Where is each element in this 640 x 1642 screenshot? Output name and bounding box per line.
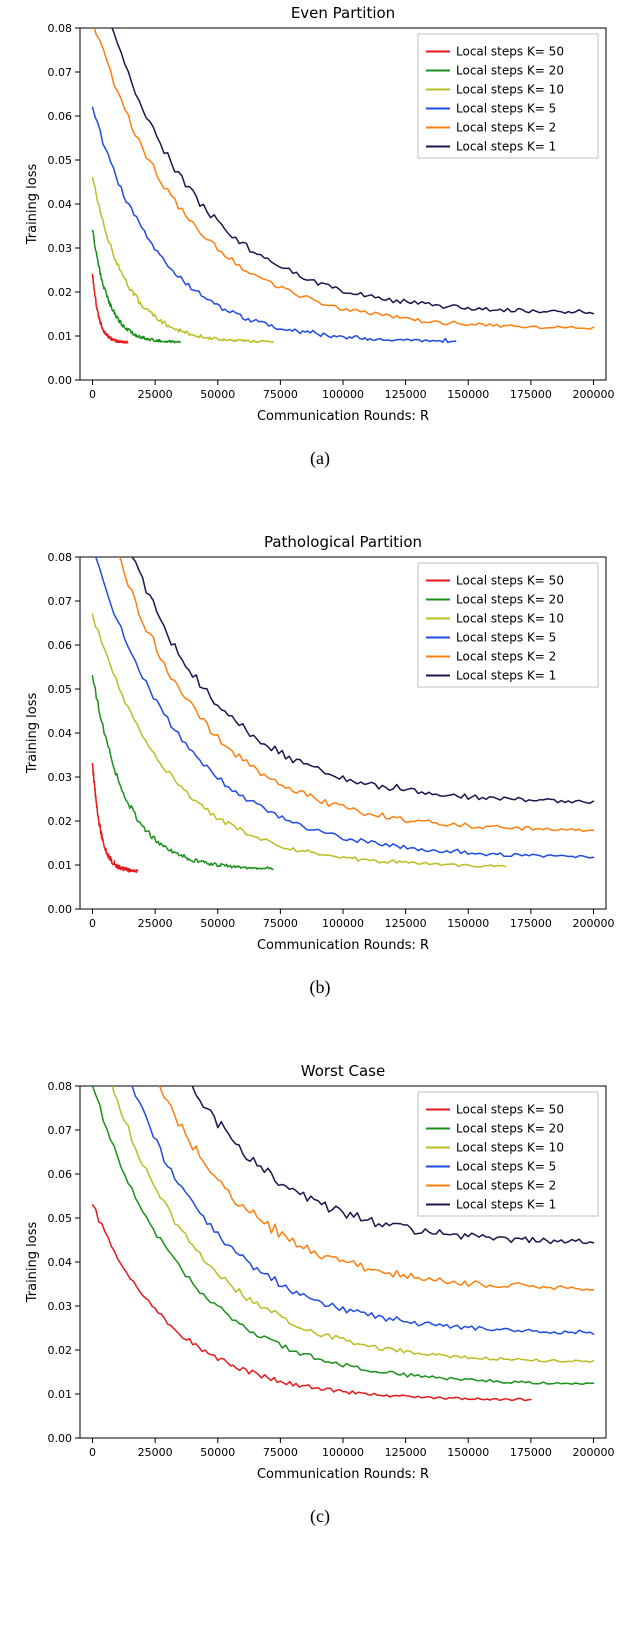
svg-text:Local steps K= 2: Local steps K= 2 bbox=[456, 1179, 556, 1193]
svg-text:0.04: 0.04 bbox=[48, 1256, 73, 1269]
svg-text:Communication Rounds: R: Communication Rounds: R bbox=[257, 938, 429, 953]
svg-text:Worst Case: Worst Case bbox=[301, 1062, 385, 1080]
svg-text:125000: 125000 bbox=[385, 1446, 427, 1459]
svg-text:Local steps K= 50: Local steps K= 50 bbox=[456, 45, 564, 59]
svg-text:0.02: 0.02 bbox=[48, 1344, 73, 1357]
svg-text:125000: 125000 bbox=[385, 917, 427, 930]
svg-text:50000: 50000 bbox=[200, 388, 235, 401]
svg-text:0.07: 0.07 bbox=[48, 1124, 73, 1137]
svg-text:0.00: 0.00 bbox=[48, 903, 73, 916]
panel-b-wrap: 0 25000 50000 75000 100000 125000 150000 175000… bbox=[0, 529, 640, 1058]
svg-text:25000: 25000 bbox=[138, 388, 173, 401]
svg-text:Local steps K= 1: Local steps K= 1 bbox=[456, 1198, 556, 1212]
svg-text:0.03: 0.03 bbox=[48, 1300, 73, 1313]
svg-text:0.04: 0.04 bbox=[48, 727, 73, 740]
svg-text:Local steps K= 20: Local steps K= 20 bbox=[456, 593, 564, 607]
svg-text:Local steps K= 5: Local steps K= 5 bbox=[456, 1160, 556, 1174]
svg-text:0.04: 0.04 bbox=[48, 198, 73, 211]
svg-text:Local steps K= 2: Local steps K= 2 bbox=[456, 650, 556, 664]
svg-text:0: 0 bbox=[89, 388, 96, 401]
svg-text:Local steps K= 20: Local steps K= 20 bbox=[456, 64, 564, 78]
svg-text:Local steps K= 10: Local steps K= 10 bbox=[456, 83, 564, 97]
svg-text:Communication Rounds: R: Communication Rounds: R bbox=[257, 1467, 429, 1482]
svg-text:100000: 100000 bbox=[322, 1446, 364, 1459]
svg-text:0.01: 0.01 bbox=[48, 330, 73, 343]
svg-text:175000: 175000 bbox=[510, 917, 552, 930]
svg-text:175000: 175000 bbox=[510, 1446, 552, 1459]
svg-text:0.00: 0.00 bbox=[48, 1432, 73, 1445]
svg-text:175000: 175000 bbox=[510, 388, 552, 401]
svg-text:0.05: 0.05 bbox=[48, 683, 73, 696]
svg-text:Training loss: Training loss bbox=[25, 164, 40, 246]
svg-text:150000: 150000 bbox=[447, 917, 489, 930]
svg-text:0.05: 0.05 bbox=[48, 154, 73, 167]
figure-grid: { "figure": { "width_px": 640, "height_p… bbox=[0, 0, 640, 1587]
svg-text:Local steps K= 5: Local steps K= 5 bbox=[456, 102, 556, 116]
svg-text:Local steps K= 50: Local steps K= 50 bbox=[456, 1103, 564, 1117]
caption-b: (b) bbox=[0, 959, 640, 998]
svg-text:150000: 150000 bbox=[447, 1446, 489, 1459]
svg-text:0.01: 0.01 bbox=[48, 859, 73, 872]
svg-text:Local steps K= 10: Local steps K= 10 bbox=[456, 612, 564, 626]
svg-text:Even Partition: Even Partition bbox=[291, 4, 395, 22]
svg-text:200000: 200000 bbox=[572, 917, 614, 930]
svg-text:0.06: 0.06 bbox=[48, 110, 73, 123]
svg-text:Local steps K= 5: Local steps K= 5 bbox=[456, 631, 556, 645]
svg-text:Communication Rounds: R: Communication Rounds: R bbox=[257, 409, 429, 424]
svg-text:0.06: 0.06 bbox=[48, 639, 73, 652]
svg-text:0: 0 bbox=[89, 1446, 96, 1459]
panel-a-wrap: 0 25000 50000 75000 100000 125000 150000 175000… bbox=[0, 0, 640, 529]
caption-a: (a) bbox=[0, 430, 640, 469]
svg-text:Local steps K= 50: Local steps K= 50 bbox=[456, 574, 564, 588]
svg-text:100000: 100000 bbox=[322, 388, 364, 401]
svg-text:Training loss: Training loss bbox=[25, 693, 40, 775]
svg-text:0.03: 0.03 bbox=[48, 771, 73, 784]
chart-even-partition: 0 25000 50000 75000 100000 125000 150000 175000… bbox=[20, 0, 620, 430]
svg-text:25000: 25000 bbox=[138, 1446, 173, 1459]
svg-text:0.08: 0.08 bbox=[48, 551, 73, 564]
chart-pathological-partition: 0 25000 50000 75000 100000 125000 150000 175000… bbox=[20, 529, 620, 959]
svg-text:0.08: 0.08 bbox=[48, 1080, 73, 1093]
svg-text:0.07: 0.07 bbox=[48, 595, 73, 608]
svg-text:0: 0 bbox=[89, 917, 96, 930]
svg-text:Local steps K= 20: Local steps K= 20 bbox=[456, 1122, 564, 1136]
svg-text:0.03: 0.03 bbox=[48, 242, 73, 255]
svg-text:0.01: 0.01 bbox=[48, 1388, 73, 1401]
svg-text:25000: 25000 bbox=[138, 917, 173, 930]
svg-text:75000: 75000 bbox=[263, 388, 298, 401]
svg-text:150000: 150000 bbox=[447, 388, 489, 401]
svg-text:Local steps K= 10: Local steps K= 10 bbox=[456, 1141, 564, 1155]
svg-text:125000: 125000 bbox=[385, 388, 427, 401]
svg-text:0.07: 0.07 bbox=[48, 66, 73, 79]
svg-text:75000: 75000 bbox=[263, 917, 298, 930]
svg-text:Local steps K= 1: Local steps K= 1 bbox=[456, 140, 556, 154]
svg-text:200000: 200000 bbox=[572, 1446, 614, 1459]
svg-text:0.02: 0.02 bbox=[48, 815, 73, 828]
chart-worst-case: 0 25000 50000 75000 100000 125000 150000 175000… bbox=[20, 1058, 620, 1488]
svg-text:75000: 75000 bbox=[263, 1446, 298, 1459]
svg-text:Local steps K= 1: Local steps K= 1 bbox=[456, 669, 556, 683]
svg-text:50000: 50000 bbox=[200, 917, 235, 930]
panel-c-wrap: 0 25000 50000 75000 100000 125000 150000 175000… bbox=[0, 1058, 640, 1587]
svg-text:Local steps K= 2: Local steps K= 2 bbox=[456, 121, 556, 135]
svg-text:0.06: 0.06 bbox=[48, 1168, 73, 1181]
svg-text:100000: 100000 bbox=[322, 917, 364, 930]
svg-text:200000: 200000 bbox=[572, 388, 614, 401]
caption-c: (c) bbox=[0, 1488, 640, 1527]
svg-text:0.08: 0.08 bbox=[48, 22, 73, 35]
svg-text:0.00: 0.00 bbox=[48, 374, 73, 387]
svg-text:Pathological Partition: Pathological Partition bbox=[264, 533, 422, 551]
svg-text:Training loss: Training loss bbox=[25, 1222, 40, 1304]
svg-text:0.05: 0.05 bbox=[48, 1212, 73, 1225]
svg-text:0.02: 0.02 bbox=[48, 286, 73, 299]
svg-text:50000: 50000 bbox=[200, 1446, 235, 1459]
